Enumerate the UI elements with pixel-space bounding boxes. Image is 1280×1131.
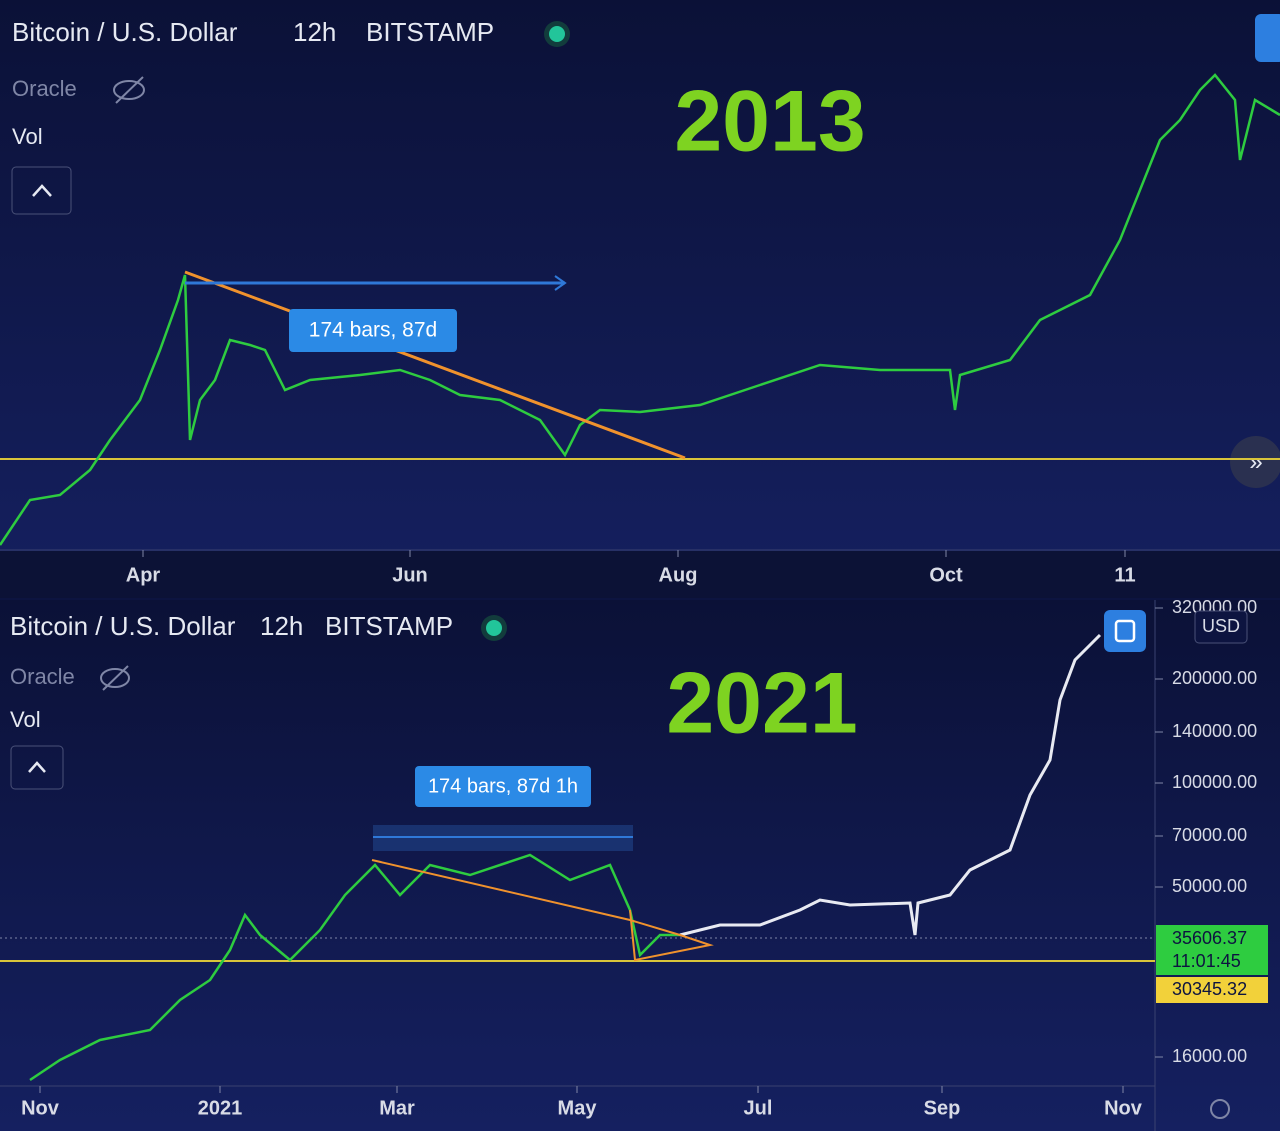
price-label: 140000.00 [1172, 721, 1257, 741]
measure-box [415, 766, 591, 807]
arrow-head [554, 275, 567, 291]
year-label: 2013 [674, 74, 865, 170]
line-price: 30345.32 [1172, 979, 1247, 999]
time-axis [0, 551, 1280, 598]
year-label: 2021 [666, 656, 857, 752]
countdown: 11:01:45 [1172, 951, 1241, 971]
fullscreen-button[interactable] [1255, 14, 1280, 62]
status-dot [486, 620, 502, 636]
exchange: BITSTAMP [325, 611, 453, 641]
interval: 12h [293, 17, 336, 47]
price-label: 100000.00 [1172, 772, 1257, 792]
trend-line [184, 270, 686, 460]
indicator: Oracle [12, 76, 77, 101]
collapse-button[interactable] [11, 166, 72, 215]
hide-icon[interactable] [100, 665, 130, 691]
x-tick-label: Aug [659, 564, 698, 586]
measure-box [289, 309, 457, 352]
scroll-button[interactable] [1230, 436, 1280, 488]
bottom-panel [0, 600, 1280, 1131]
price-label: 16000.00 [1172, 1046, 1247, 1066]
projected-series [679, 633, 1102, 937]
last-price: 35606.37 [1172, 928, 1247, 948]
symbol: Bitcoin / U.S. Dollar [10, 611, 236, 641]
wedge-lines [371, 859, 714, 962]
price-series [0, 73, 1280, 546]
x-tick-label: Oct [929, 564, 963, 586]
x-tick-label: Mar [379, 1097, 415, 1119]
indicator: Oracle [10, 664, 75, 689]
symbol: Bitcoin / U.S. Dollar [12, 17, 238, 47]
fullscreen-icon [1114, 619, 1136, 643]
price-label: 50000.00 [1172, 876, 1247, 896]
x-tick-label: Apr [126, 564, 161, 586]
price-label: 70000.00 [1172, 825, 1247, 845]
volume-label: Vol [12, 124, 43, 149]
x-tick-label: 2021 [198, 1097, 243, 1119]
price-label: 200000.00 [1172, 668, 1257, 688]
fullscreen-button[interactable] [1104, 610, 1146, 652]
x-tick-label: Jun [392, 564, 428, 586]
x-tick-label: May [558, 1097, 598, 1119]
hide-icon[interactable] [113, 76, 145, 104]
x-tick-label: Sep [924, 1097, 961, 1119]
x-tick-label: Jul [744, 1097, 773, 1119]
currency: USD [1202, 616, 1240, 636]
exchange: BITSTAMP [366, 17, 494, 47]
interval: 12h [260, 611, 303, 641]
settings-icon[interactable] [1210, 1099, 1230, 1119]
scroll-icon: » [1249, 448, 1262, 475]
currency-box [1194, 610, 1248, 644]
collapse-button[interactable] [10, 745, 64, 790]
volume-label: Vol [10, 707, 41, 732]
price-series [29, 853, 680, 1082]
x-tick-label: Nov [1104, 1097, 1143, 1119]
measure-label: 174 bars, 87d [309, 319, 437, 342]
status-dot [549, 26, 565, 42]
line-price-tag [1156, 977, 1268, 1003]
last-price-tag [1156, 925, 1268, 975]
x-tick-label: 11 [1114, 564, 1135, 586]
top-panel [0, 0, 1280, 598]
x-tick-label: Nov [21, 1097, 60, 1119]
measure-label: 174 bars, 87d 1h [428, 775, 578, 797]
